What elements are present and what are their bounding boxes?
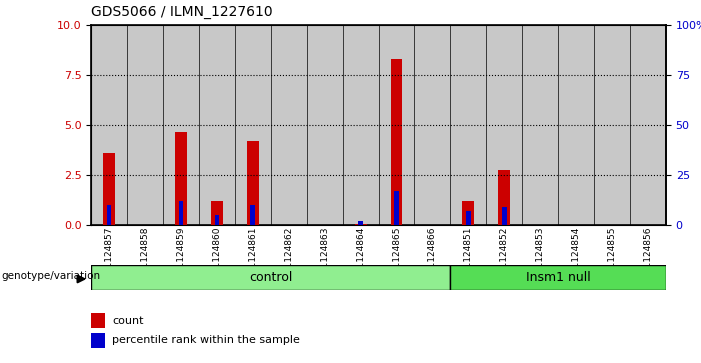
Bar xyxy=(358,221,363,225)
Text: percentile rank within the sample: percentile rank within the sample xyxy=(112,335,300,345)
Bar xyxy=(103,153,115,225)
Bar xyxy=(127,25,163,225)
Bar xyxy=(163,25,199,225)
Bar xyxy=(498,170,510,225)
Bar xyxy=(211,201,223,225)
Bar xyxy=(379,25,414,225)
Bar xyxy=(91,333,105,348)
Bar xyxy=(394,191,399,225)
Bar xyxy=(466,211,471,225)
Bar xyxy=(215,215,219,225)
Bar xyxy=(235,25,271,225)
Bar xyxy=(463,201,475,225)
Bar xyxy=(343,25,379,225)
Bar xyxy=(450,265,666,290)
Bar xyxy=(594,25,630,225)
Text: GDS5066 / ILMN_1227610: GDS5066 / ILMN_1227610 xyxy=(91,5,273,19)
Text: Insm1 null: Insm1 null xyxy=(526,271,590,284)
Bar xyxy=(307,25,343,225)
Bar xyxy=(271,25,307,225)
Bar xyxy=(91,25,127,225)
Bar xyxy=(390,59,402,225)
Bar xyxy=(355,224,367,225)
Bar xyxy=(175,132,187,225)
Bar xyxy=(502,207,507,225)
Bar xyxy=(450,25,486,225)
Text: count: count xyxy=(112,315,144,326)
Bar xyxy=(414,25,450,225)
Text: genotype/variation: genotype/variation xyxy=(2,272,101,281)
Bar xyxy=(199,25,235,225)
Bar xyxy=(486,25,522,225)
Text: control: control xyxy=(249,271,292,284)
Bar xyxy=(558,25,594,225)
Bar xyxy=(91,265,450,290)
Bar xyxy=(107,205,111,225)
Bar xyxy=(522,25,558,225)
Bar xyxy=(179,201,184,225)
Bar xyxy=(250,205,255,225)
Bar xyxy=(91,313,105,328)
Bar xyxy=(247,141,259,225)
Bar xyxy=(630,25,666,225)
